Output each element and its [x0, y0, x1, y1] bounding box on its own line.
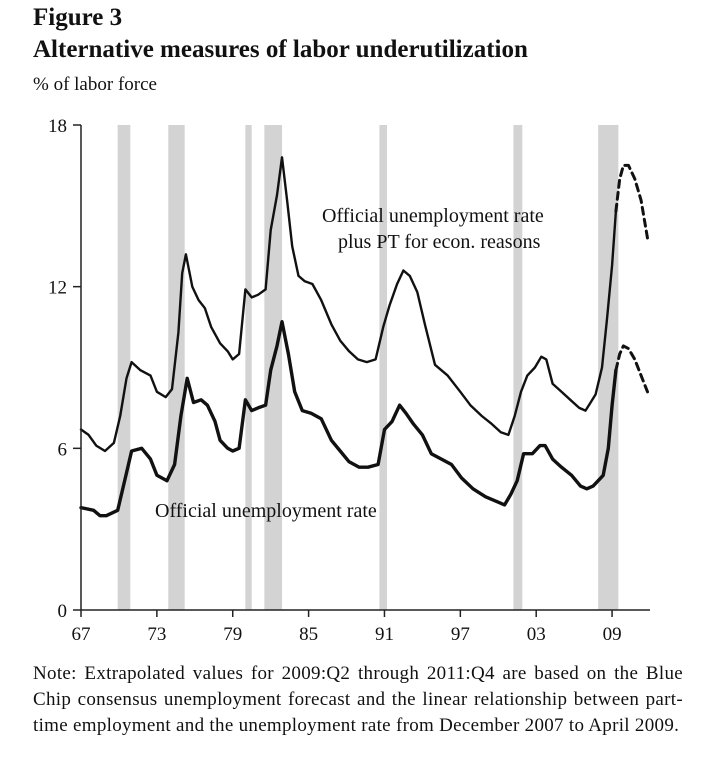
- x-tick-label: 91: [375, 624, 394, 645]
- u3-line: [79, 320, 618, 518]
- x-tick-label: 79: [223, 624, 242, 645]
- recession-band: [513, 125, 523, 610]
- x-tick-label: 73: [147, 624, 166, 645]
- figure-note: Note: Extrapolated values for 2009:Q2 th…: [33, 663, 683, 736]
- x-tick-label: 67: [72, 624, 91, 645]
- figure-label: Figure 3: [33, 4, 123, 31]
- x-tick-label: 09: [603, 624, 622, 645]
- u6-annotation-line1: Official unemployment rate: [322, 205, 544, 227]
- series-lines: [79, 156, 649, 518]
- figure-title: Alternative measures of labor underutili…: [33, 36, 528, 63]
- u6-forecast-line: [614, 163, 649, 240]
- annotations: Official unemployment rate plus PT for e…: [155, 205, 544, 522]
- recession-bands: [117, 125, 619, 610]
- x-tick-label: 03: [527, 624, 546, 645]
- recession-band: [168, 125, 185, 610]
- y-tick-label: 6: [58, 439, 68, 460]
- x-tick-label: 85: [299, 624, 318, 645]
- unit-label: % of labor force: [33, 74, 157, 95]
- y-tick-label: 18: [48, 116, 67, 137]
- chart: 0 6 12 18 67 73 79 85 91 97 03 09 Official unemploy…: [48, 116, 650, 645]
- u3-annotation: Official unemployment rate: [155, 500, 377, 522]
- y-tick-label: 0: [58, 601, 68, 622]
- recession-band: [264, 125, 283, 610]
- x-tick-label: 97: [451, 624, 470, 645]
- u3-forecast-line: [614, 344, 649, 394]
- axes: 0 6 12 18 67 73 79 85 91 97 03 09: [48, 116, 650, 645]
- recession-band: [117, 125, 131, 610]
- u6-line: [79, 156, 618, 453]
- recession-band: [379, 125, 387, 610]
- y-tick-label: 12: [48, 278, 67, 299]
- recession-band: [245, 125, 252, 610]
- u6-annotation-line2: plus PT for econ. reasons: [338, 231, 541, 253]
